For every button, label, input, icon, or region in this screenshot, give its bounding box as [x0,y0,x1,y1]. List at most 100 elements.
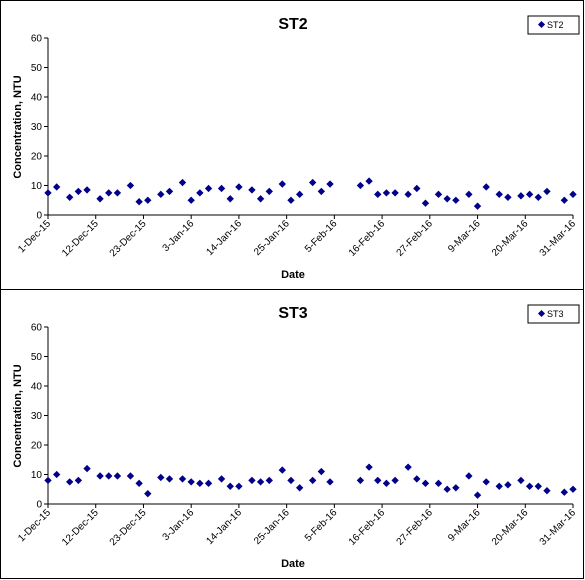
data-point [105,472,113,480]
data-point [165,475,174,483]
data-point [287,196,295,204]
x-tick-label: 20-Mar-16 [490,507,531,548]
data-point [465,190,473,199]
y-tick-label: 40 [31,93,43,104]
data-point [126,181,135,190]
y-tick-label: 0 [36,211,42,222]
x-tick-label: 14-Jan-16 [204,507,244,547]
data-point [196,479,204,488]
y-tick-label: 40 [31,382,43,393]
data-point [404,463,412,471]
data-point [44,189,52,197]
legend-label: ST2 [547,20,564,30]
x-tick-label: 3-Jan-16 [161,218,197,254]
data-point [96,472,104,480]
data-point [504,193,512,201]
data-point [235,482,243,490]
y-tick-label: 50 [31,352,43,363]
data-point [569,485,577,493]
data-point [217,184,226,193]
x-axis-title: Date [281,558,305,570]
legend-label: ST3 [547,309,564,319]
data-point [144,489,152,498]
data-point [265,187,273,196]
data-points [44,463,577,499]
x-tick-label: 1-Dec-15 [16,218,53,255]
data-point [144,196,152,204]
data-point [308,476,317,485]
data-point [226,482,234,490]
data-point [326,478,334,486]
x-tick-label: 12-Dec-15 [60,507,101,548]
data-point [525,482,534,490]
data-point [178,178,187,187]
y-tick-label: 10 [31,181,43,192]
data-point [278,180,286,188]
legend-marker [537,20,546,29]
data-point [217,475,226,483]
data-point [135,479,143,488]
data-point [226,195,234,203]
x-tick-label: 12-Dec-15 [60,218,101,259]
data-point [543,187,551,196]
data-point [421,479,430,488]
data-point [248,476,256,485]
data-point [365,177,373,185]
x-tick-label: 14-Jan-16 [204,218,244,258]
data-point [66,478,74,486]
data-point [308,178,317,187]
data-point [434,190,443,199]
y-axis-title: Concentration, NTU [12,75,24,178]
data-point [256,478,265,486]
data-point [83,464,91,473]
x-tick-label: 5-Feb-16 [303,218,340,255]
data-point [365,463,373,471]
data-point [495,190,503,199]
y-tick-label: 30 [31,411,43,422]
data-point [465,472,473,480]
data-point [105,189,113,197]
data-point [452,484,460,492]
chart-title: ST3 [278,305,307,322]
data-point [126,472,135,480]
data-point [504,481,512,489]
x-tick-label: 31-Mar-16 [538,218,579,259]
x-tick-label: 31-Mar-16 [538,507,579,548]
x-ticks: 1-Dec-15 12-Dec-15 23-Dec-15 3-Jan-16 14-Jan… [16,215,578,259]
legend: ST2 [527,15,580,35]
data-point [74,187,83,196]
data-point [534,482,542,490]
data-point [235,183,243,191]
data-point [404,190,412,199]
data-point [83,186,91,194]
data-point [96,195,104,203]
x-tick-label: 25-Jan-16 [252,218,292,258]
legend-marker [537,309,546,318]
data-point [256,195,265,203]
data-point [157,473,165,482]
data-point [265,476,273,485]
y-tick-label: 0 [36,500,42,511]
data-point [413,184,421,193]
data-point [187,196,195,204]
y-tick-label: 60 [31,323,43,334]
y-axis-title: Concentration, NTU [12,364,24,467]
data-point [569,190,577,199]
data-point [482,478,490,486]
data-point [560,196,568,204]
data-point [113,189,122,197]
y-tick-label: 60 [31,34,43,45]
data-point [178,475,187,483]
data-point [525,190,534,199]
data-point [196,189,204,197]
data-point [382,479,391,488]
data-point [165,187,174,196]
legend-box [527,304,580,324]
x-tick-label: 16-Feb-16 [347,507,388,548]
data-point [53,470,61,479]
data-point [473,491,482,499]
chart-title: ST2 [278,16,307,33]
legend-box [527,15,580,35]
data-point [421,199,430,207]
